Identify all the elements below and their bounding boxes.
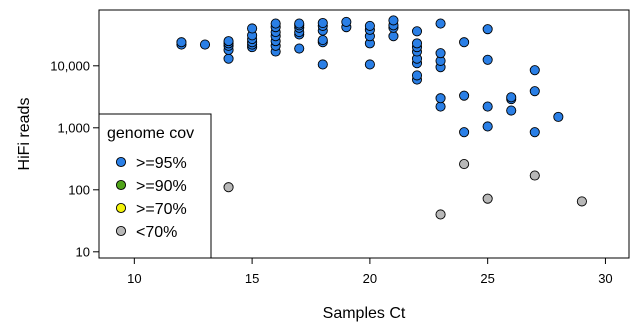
data-point [576, 196, 587, 207]
data-point [506, 92, 517, 103]
data-point [482, 193, 493, 204]
data-point [223, 53, 234, 64]
x-tick-label: 15 [245, 271, 259, 286]
data-point [411, 70, 423, 81]
y-axis-title: HiFi reads [16, 98, 33, 171]
data-point [223, 182, 234, 193]
data-point [482, 24, 493, 35]
data-point [199, 39, 211, 50]
x-tick-label: 20 [363, 271, 377, 286]
x-tick-label: 10 [127, 271, 141, 286]
x-tick-label: 30 [598, 271, 612, 286]
legend-marker [115, 202, 127, 214]
data-point [176, 37, 187, 48]
data-points [176, 15, 587, 220]
data-point [317, 59, 328, 70]
data-point [317, 17, 328, 29]
data-point [529, 127, 540, 138]
x-axis-title: Samples Ct [323, 305, 406, 322]
legend-label: <70% [136, 224, 177, 241]
data-point [529, 86, 540, 97]
data-point [482, 121, 493, 132]
y-tick-label: 100 [68, 182, 90, 197]
legend-marker [115, 156, 127, 168]
data-point [341, 16, 352, 27]
data-point [435, 101, 446, 112]
data-point [459, 127, 470, 138]
data-point [317, 35, 328, 46]
data-point [435, 93, 446, 104]
axes: 10 15 20 25 30 10 100 1,000 10,000 [50, 58, 612, 286]
data-point [364, 59, 375, 70]
data-point [411, 26, 423, 37]
legend-marker [115, 179, 127, 191]
x-tick-label: 25 [480, 271, 494, 286]
y-tick-label: 10,000 [50, 58, 90, 73]
data-point [529, 65, 540, 76]
data-point [459, 90, 470, 101]
legend: genome cov >=95% >=90% >=70% <70% [98, 113, 212, 259]
data-point [459, 159, 470, 170]
legend-marker [115, 225, 127, 237]
data-point [482, 54, 493, 65]
data-point [435, 18, 446, 29]
data-point [529, 170, 540, 181]
data-point [270, 18, 281, 29]
data-point [294, 43, 305, 54]
data-point [435, 209, 446, 220]
data-point [435, 48, 446, 59]
data-point [411, 38, 423, 49]
data-point [247, 23, 258, 34]
data-point [294, 18, 305, 29]
data-point [388, 15, 399, 26]
legend-title: genome cov [107, 125, 194, 142]
data-point [553, 111, 564, 122]
legend-label: >=95% [136, 155, 187, 172]
data-point [388, 31, 399, 42]
legend-label: >=70% [136, 201, 187, 218]
data-point [223, 36, 234, 47]
data-point [459, 37, 470, 48]
data-point [364, 20, 375, 31]
y-tick-label: 10 [76, 244, 90, 259]
legend-label: >=90% [136, 178, 187, 195]
y-tick-label: 1,000 [57, 120, 90, 135]
data-point [506, 105, 517, 116]
data-point [482, 101, 493, 112]
